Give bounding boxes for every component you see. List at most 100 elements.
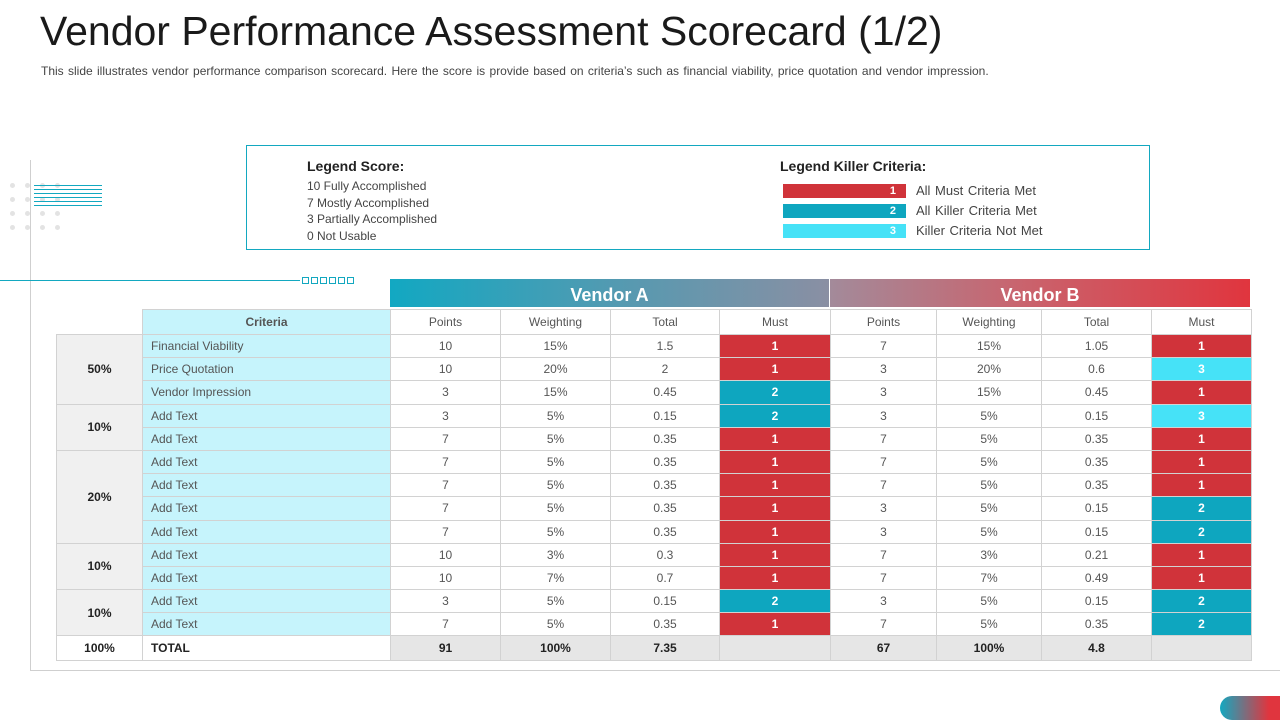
must-cell-a: 1 <box>719 519 831 544</box>
value-cell-a: 7 <box>390 496 501 521</box>
value-cell-b: 5% <box>936 449 1042 475</box>
total-cell-b: 4.8 <box>1041 635 1152 662</box>
table-row: Add Text 7 5% 0.35 1 7 5% 0.35 1 <box>57 426 1252 451</box>
must-cell-b: 1 <box>1151 426 1252 451</box>
must-cell-a: 2 <box>719 589 831 614</box>
column-header-b: Must <box>1151 309 1252 335</box>
value-cell-a: 7 <box>390 449 501 475</box>
group-weight: 10% <box>56 542 143 591</box>
value-cell-b: 20% <box>936 357 1042 382</box>
value-cell-b: 5% <box>936 612 1042 637</box>
value-cell-a: 0.35 <box>610 449 720 475</box>
value-cell-a: 5% <box>500 449 611 475</box>
value-cell-b: 0.15 <box>1041 403 1152 428</box>
table-row: Price Quotation 10 20% 2 1 3 20% 0.6 3 <box>57 357 1252 382</box>
value-cell-a: 5% <box>500 403 611 428</box>
value-cell-a: 5% <box>500 589 611 614</box>
column-header-a: Weighting <box>500 309 611 335</box>
total-cell-b: 100% <box>936 635 1042 662</box>
total-cell-a: 91 <box>390 635 501 662</box>
criteria-cell: Add Text <box>142 565 391 591</box>
table-row: Vendor Impression 3 15% 0.45 2 3 15% 0.45 1 <box>57 380 1252 405</box>
criteria-cell: Price Quotation <box>142 357 391 382</box>
scorecard-table: Criteria Points Weighting Total Must Points We… <box>56 309 1252 662</box>
value-cell-a: 0.35 <box>610 519 720 544</box>
group-weight: 50% <box>56 334 143 405</box>
must-cell-a: 1 <box>719 612 831 637</box>
legend-killer-label: All Killer Criteria Met <box>916 203 1037 218</box>
value-cell-b: 7 <box>830 426 937 451</box>
value-cell-b: 0.15 <box>1041 496 1152 521</box>
table-row: Add Text 10 7% 0.7 1 7 7% 0.49 1 <box>57 565 1252 591</box>
table-row: Add Text 7 5% 0.35 1 3 5% 0.15 2 <box>57 496 1252 521</box>
criteria-cell: Vendor Impression <box>142 380 391 405</box>
total-label: TOTAL <box>142 635 391 662</box>
page-subtitle: This slide illustrates vendor performanc… <box>41 64 989 78</box>
value-cell-b: 3 <box>830 380 937 405</box>
legend-killer-swatch: 3 <box>783 223 906 238</box>
total-cell-a <box>719 635 831 662</box>
legend-score-item: 10 Fully Accomplished <box>307 179 427 193</box>
value-cell-a: 7 <box>390 612 501 637</box>
value-cell-a: 3% <box>500 542 611 567</box>
must-cell-a: 2 <box>719 380 831 405</box>
value-cell-b: 3 <box>830 496 937 521</box>
value-cell-b: 7 <box>830 473 937 498</box>
must-cell-a: 1 <box>719 496 831 521</box>
value-cell-b: 5% <box>936 473 1042 498</box>
value-cell-b: 7 <box>830 542 937 567</box>
total-weight: 100% <box>56 635 143 662</box>
legend-score-title: Legend Score: <box>307 158 405 174</box>
value-cell-b: 0.49 <box>1041 565 1152 591</box>
value-cell-a: 7 <box>390 426 501 451</box>
value-cell-a: 10 <box>390 565 501 591</box>
value-cell-b: 5% <box>936 403 1042 428</box>
legend-killer-swatch: 1 <box>783 183 906 198</box>
must-cell-b: 1 <box>1151 542 1252 567</box>
criteria-cell: Add Text <box>142 496 391 521</box>
must-cell-a: 2 <box>719 403 831 428</box>
value-cell-a: 2 <box>610 357 720 382</box>
group-weight: 10% <box>56 589 143 637</box>
total-cell-b <box>1151 635 1252 662</box>
criteria-header: Criteria <box>142 309 391 335</box>
value-cell-a: 0.35 <box>610 426 720 451</box>
table-row: Add Text 7 5% 0.35 1 3 5% 0.15 2 <box>57 519 1252 544</box>
legend-box: Legend Score: 10 Fully Accomplished 7 Mo… <box>246 145 1150 250</box>
value-cell-b: 7 <box>830 449 937 475</box>
column-header-b: Weighting <box>936 309 1042 335</box>
decor-squares <box>302 277 354 284</box>
decor-vertical-line <box>30 160 31 670</box>
legend-score-list: 10 Fully Accomplished 7 Mostly Accomplis… <box>307 178 437 244</box>
page-title: Vendor Performance Assessment Scorecard … <box>40 8 943 54</box>
column-header-b: Points <box>830 309 937 335</box>
value-cell-b: 7 <box>830 565 937 591</box>
criteria-cell: Add Text <box>142 426 391 451</box>
must-cell-a: 1 <box>719 449 831 475</box>
value-cell-b: 0.35 <box>1041 426 1152 451</box>
must-cell-b: 2 <box>1151 612 1252 637</box>
value-cell-a: 0.7 <box>610 565 720 591</box>
must-cell-b: 1 <box>1151 380 1252 405</box>
table-header-row: Criteria Points Weighting Total Must Points We… <box>57 309 1252 335</box>
decor-stripes <box>34 185 102 209</box>
must-cell-b: 2 <box>1151 589 1252 614</box>
criteria-cell: Add Text <box>142 612 391 637</box>
value-cell-b: 0.15 <box>1041 589 1152 614</box>
vendor-a-header: Vendor A <box>390 279 829 307</box>
value-cell-a: 1.5 <box>610 333 720 359</box>
value-cell-b: 7% <box>936 565 1042 591</box>
must-cell-b: 2 <box>1151 519 1252 544</box>
value-cell-a: 0.35 <box>610 612 720 637</box>
must-cell-b: 1 <box>1151 449 1252 475</box>
header-spacer <box>57 310 143 335</box>
value-cell-b: 3 <box>830 589 937 614</box>
value-cell-b: 0.21 <box>1041 542 1152 567</box>
criteria-cell: Financial Viability <box>142 333 391 359</box>
value-cell-b: 0.35 <box>1041 473 1152 498</box>
legend-score-item: 3 Partially Accomplished <box>307 212 438 226</box>
value-cell-b: 0.15 <box>1041 519 1152 544</box>
must-cell-b: 1 <box>1151 473 1252 498</box>
value-cell-a: 10 <box>390 333 501 359</box>
decor-pill <box>1220 696 1280 720</box>
